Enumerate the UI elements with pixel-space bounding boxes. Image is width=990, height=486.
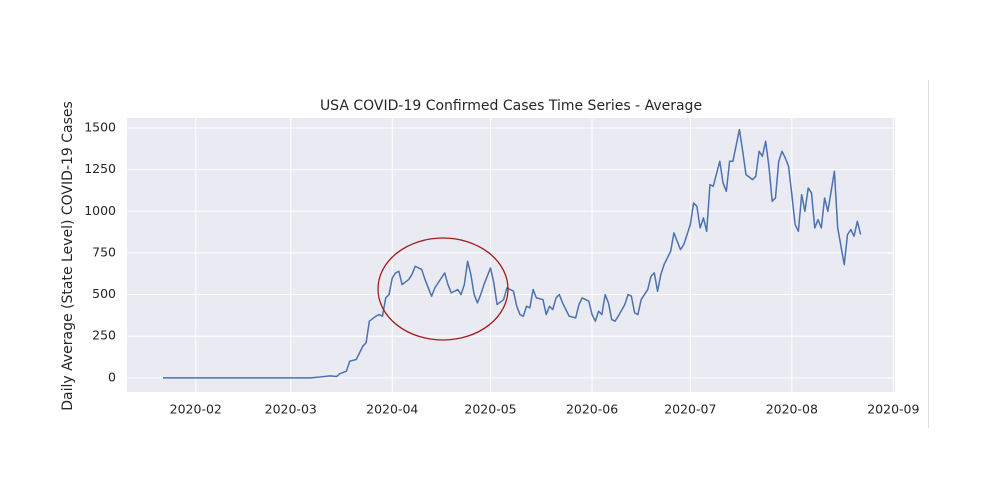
x-tick-label: 2020-09: [867, 402, 919, 417]
highlight-ellipse: [377, 237, 509, 341]
x-tick-label: 2020-08: [766, 402, 818, 417]
x-tick-label: 2020-07: [664, 402, 716, 417]
x-tick-label: 2020-02: [170, 402, 222, 417]
plot-area: [127, 118, 895, 392]
x-tick-label: 2020-03: [265, 402, 317, 417]
x-tick-label: 2020-04: [366, 402, 418, 417]
x-tick-label: 2020-05: [464, 402, 516, 417]
y-axis-label: Daily Average (State Level) COVID-19 Cas…: [60, 101, 76, 411]
marks: [163, 128, 862, 379]
y-tick-label: 1000: [84, 203, 116, 218]
y-tick-label: 1250: [84, 161, 116, 176]
y-tick-label: 0: [108, 369, 116, 384]
x-tick-label: 2020-06: [566, 402, 618, 417]
y-tick-label: 1500: [84, 119, 116, 134]
y-tick-label: 250: [92, 328, 116, 343]
data-line: [163, 128, 862, 379]
y-tick-label: 500: [92, 286, 116, 301]
chart-title: USA COVID-19 Confirmed Cases Time Series…: [320, 98, 702, 114]
y-tick-label: 750: [92, 244, 116, 259]
